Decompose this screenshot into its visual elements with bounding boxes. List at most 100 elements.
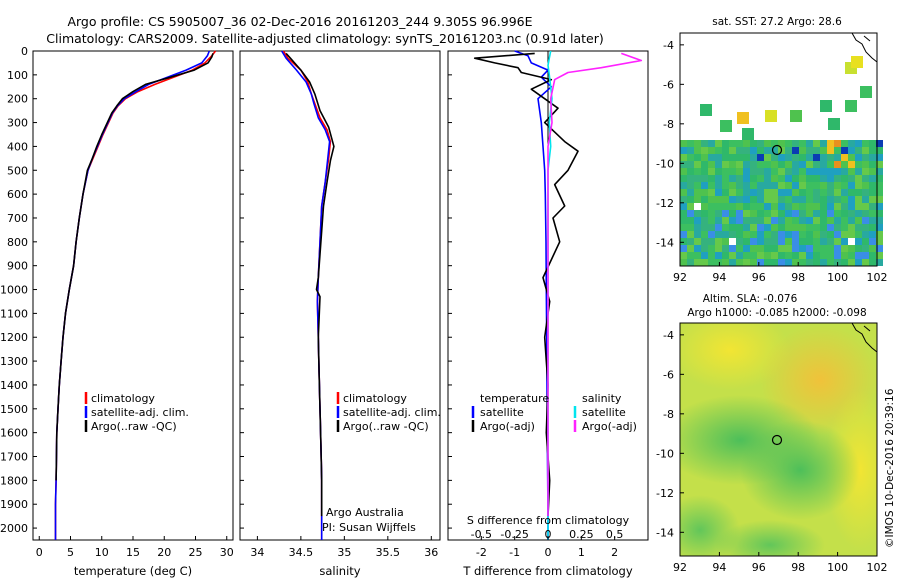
map-x-tick-label: 94 [712,561,726,574]
sst-cell [729,224,736,231]
sst-cell [701,168,708,175]
sst-cell [806,203,813,210]
legend-label-t-argo: Argo(-adj) [480,420,535,433]
sst-cell [869,168,876,175]
sla-low-region [740,420,860,520]
sst-cell [694,203,701,210]
annotation-pi: PI: Susan Wijffels [322,521,416,534]
sst-cell [708,231,715,238]
sst-cell [792,175,799,182]
sst-cell [876,168,883,175]
salinity-axis-label: salinity [319,564,360,578]
sst-cell [869,189,876,196]
sst-cell [841,259,848,266]
sst-cell [862,140,869,147]
sst-cell [701,224,708,231]
s-tick-label: 0.5 [606,528,624,541]
sst-cell [694,140,701,147]
sst-cell [855,210,862,217]
sst-cell [785,238,792,245]
sst-cell [729,210,736,217]
sst-cell [813,245,820,252]
sst-cell [750,252,757,259]
sst-cell [729,189,736,196]
sst-cell [848,224,855,231]
sst-cell [841,217,848,224]
sst-cell [848,231,855,238]
salinity-profile-panel: 34 34.5 35 35.5 36 salinity climatology sate… [239,50,441,578]
sst-cell [736,140,743,147]
sst-cell [841,154,848,161]
sst-cell [757,189,764,196]
sst-cell [680,252,687,259]
sst-cell [750,189,757,196]
sst-cell [834,245,841,252]
sst-cell [841,245,848,252]
sst-cell [799,210,806,217]
sst-cell [806,238,813,245]
sst-cell [736,154,743,161]
legend-label-satellite: satellite-adj. clim. [91,406,189,419]
sst-cell [680,224,687,231]
sst-cell [827,175,834,182]
sst-cell [799,161,806,168]
sst-cell [757,161,764,168]
sst-cell [750,217,757,224]
sst-cell [771,175,778,182]
sst-cell [757,168,764,175]
sst-cell [694,161,701,168]
map-x-tick-label: 100 [827,271,848,284]
sst-cell [834,217,841,224]
sst-cell [834,238,841,245]
sst-cell [743,154,750,161]
sst-cell [848,161,855,168]
sst-cell [792,182,799,189]
sst-cell [722,140,729,147]
sst-cell [729,203,736,210]
s-tick-label: -0.25 [500,528,528,541]
sst-cell [869,210,876,217]
sst-cell [687,161,694,168]
sst-cell [694,182,701,189]
legend-header-temperature: temperature [480,392,549,405]
legend-label-argo: Argo(..raw -QC) [91,420,177,433]
sst-cell [687,189,694,196]
sst-cell [792,154,799,161]
sst-cell [680,238,687,245]
sst-cell [869,182,876,189]
sst-cell [876,182,883,189]
sst-cell [694,217,701,224]
sst-cell [722,196,729,203]
sst-cell [750,182,757,189]
t-tick-label: 0 [545,546,552,559]
y-tick-label: 1000 [0,284,28,297]
sst-cell [799,154,806,161]
sst-cell [715,259,722,266]
sst-cell [876,217,883,224]
sst-cell [785,140,792,147]
x-tick-label: 5 [67,546,74,559]
sst-cell [701,182,708,189]
sst-cell [771,231,778,238]
sst-cell [813,217,820,224]
sst-cell [701,147,708,154]
sst-cell [792,147,799,154]
sst-cell [729,182,736,189]
sst-cell [778,245,785,252]
sst-cell [694,259,701,266]
sst-cell [708,196,715,203]
sst-cell [841,175,848,182]
sst-cell [764,182,771,189]
sst-cell [687,231,694,238]
sst-cell [750,154,757,161]
sst-cell [722,252,729,259]
sst-map-ticks: 92 94 96 98 100 102 -4 -6 -8 -10 -12 -14 [656,39,887,284]
salinity-axis-ticks: 34 34.5 35 35.5 36 [240,50,438,559]
sst-cell [771,147,778,154]
sst-cell [813,231,820,238]
x-tick-label: 20 [157,546,171,559]
map-x-tick-label: 98 [791,561,805,574]
sst-cell [764,168,771,175]
sst-cell [736,147,743,154]
sst-cell [855,252,862,259]
